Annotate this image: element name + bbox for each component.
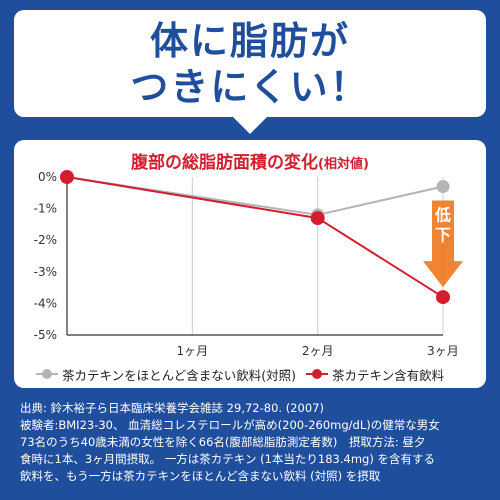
data-point xyxy=(436,179,450,193)
legend-swatch-red xyxy=(306,369,329,379)
data-point xyxy=(436,290,450,305)
x-tick-label: 1ヶ月 xyxy=(177,344,209,358)
headline-line-2: つきにくい！ xyxy=(130,65,370,109)
y-tick-label: -1% xyxy=(34,202,57,216)
data-point xyxy=(60,170,74,184)
data-point xyxy=(310,211,325,226)
headline-line-1: 体に脂肪が xyxy=(149,19,350,63)
chart-title-main: 腹部の総脂肪面積の変化 xyxy=(131,153,319,173)
y-tick-label: -3% xyxy=(34,265,57,279)
footnote: 出典: 鈴木裕子ら日本臨床栄養学会雑誌 29,72-80. (2007) 被験者… xyxy=(20,400,486,485)
footnote-line: 飲料を、もう一方は茶カテキンをほとんど含まない飲料 (対照) を摂取 xyxy=(20,469,381,483)
arrow-label: 下 xyxy=(435,225,451,244)
footnote-line: 出典: 鈴木裕子ら日本臨床栄養学会雑誌 29,72-80. (2007) xyxy=(20,401,324,415)
speech-pointer xyxy=(232,116,268,134)
headline-banner: 体に脂肪が つきにくい！ xyxy=(14,10,486,117)
x-tick-label: 2ヶ月 xyxy=(302,344,334,358)
legend-label-control: 茶カテキンをほとんど含まない飲料(対照) xyxy=(62,367,297,383)
legend-item-catechin: 茶カテキン含有飲料 xyxy=(306,365,444,384)
series-line xyxy=(66,176,444,216)
y-tick-label: -5% xyxy=(34,328,57,342)
down-arrow xyxy=(423,200,463,288)
chart-title-sub: (相対値) xyxy=(318,157,369,172)
footnote-line: 被験者:BMI23-30、 血清総コレステロールが高め(200-260mg/dL… xyxy=(20,418,440,432)
series-line xyxy=(66,176,444,298)
y-tick-label: 0% xyxy=(38,170,57,184)
line-chart: 0% -1% -2% -3% -4% -5% 1ヶ月 2ヶ月 3ヶ月 低下 xyxy=(34,170,463,358)
y-tick-label: -2% xyxy=(34,233,57,247)
footnote-line: 73名のうち40歳未満の女性を除く66名(腹部総脂肪測定者数) 摂取方法: 昼夕 xyxy=(20,435,426,449)
legend-item-control: 茶カテキンをほとんど含まない飲料(対照) xyxy=(36,365,296,384)
arrow-label: 低 xyxy=(434,205,451,224)
legend-label-catechin: 茶カテキン含有飲料 xyxy=(332,367,445,383)
y-tick-label: -4% xyxy=(34,296,57,310)
footnote-line: 食時に1本、3ヶ月間摂取。 一方は茶カテキン (1本当たり183.4mg) を含… xyxy=(20,452,435,466)
chart-legend: 茶カテキンをほとんど含まない飲料(対照) 茶カテキン含有飲料 xyxy=(36,364,486,384)
x-tick-label: 3ヶ月 xyxy=(427,344,459,358)
legend-swatch-gray xyxy=(36,369,58,379)
chart-title: 腹部の総脂肪面積の変化(相対値) xyxy=(0,148,500,173)
